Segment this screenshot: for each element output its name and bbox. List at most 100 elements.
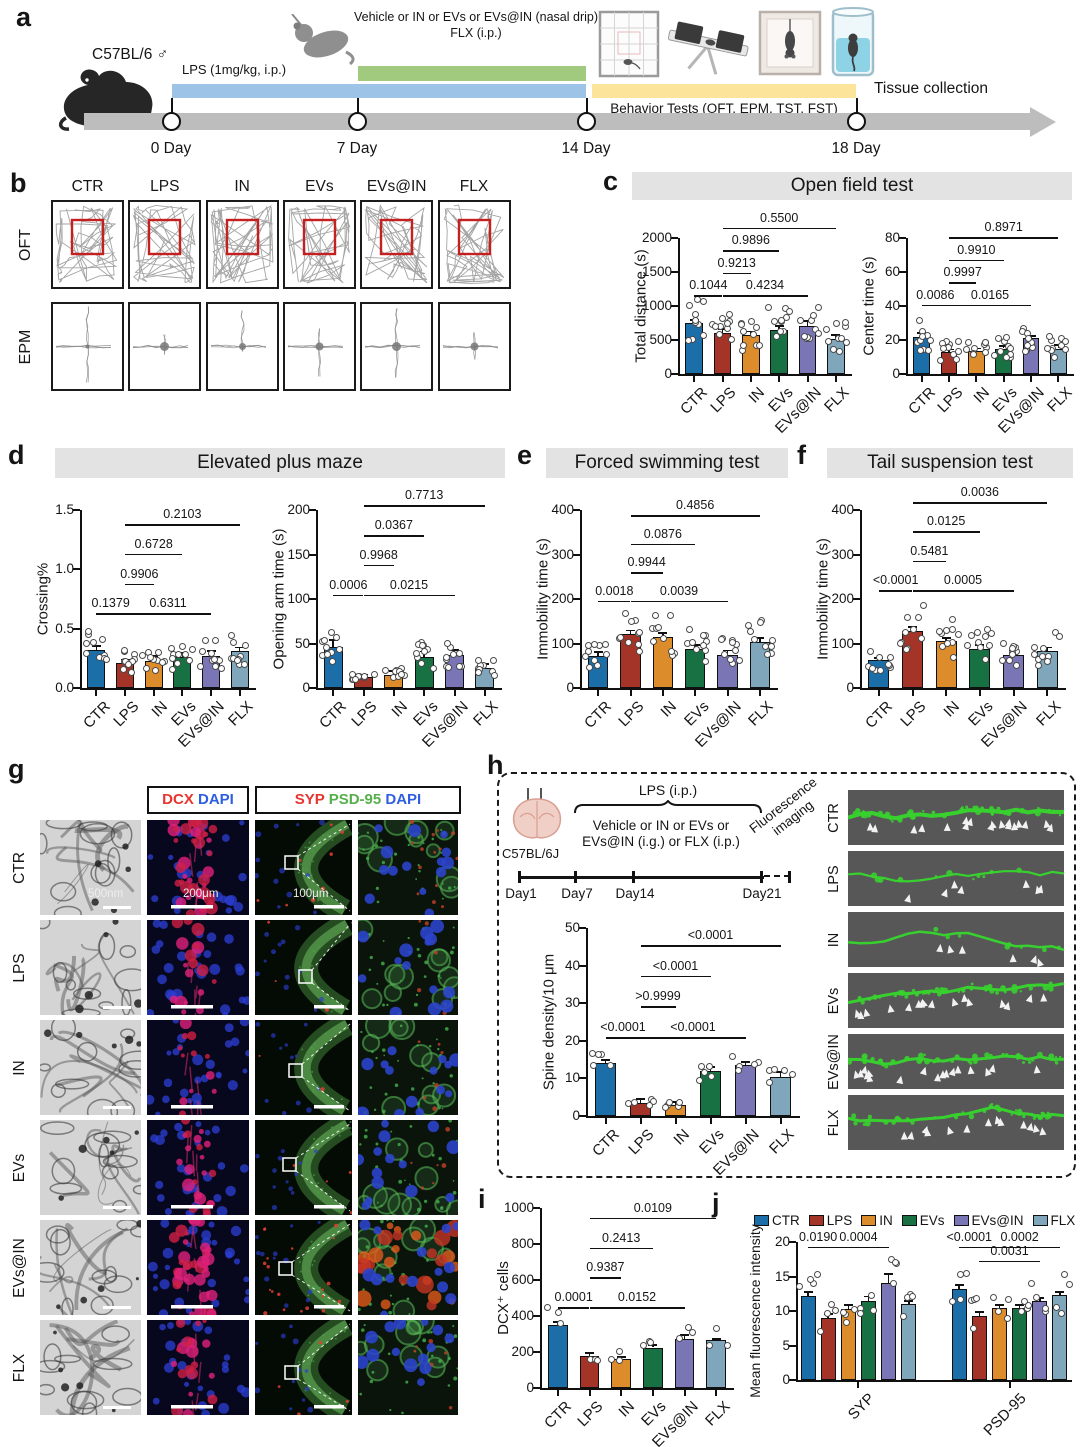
data-point	[777, 327, 785, 335]
data-point	[676, 1098, 684, 1106]
data-point	[218, 664, 226, 672]
microscopy-svg	[255, 1020, 352, 1115]
bar	[1032, 1300, 1048, 1380]
y-tick	[533, 1351, 540, 1353]
y-tick	[309, 509, 316, 511]
y-tick-label: 60	[884, 264, 900, 279]
data-point	[585, 664, 593, 672]
p-value-label: 0.6311	[149, 596, 187, 611]
data-point	[900, 1312, 908, 1320]
y-axis-label: Immobility time (s)	[534, 538, 552, 660]
y-tick	[899, 305, 906, 307]
x-tick	[744, 1118, 747, 1124]
microscopy-svg	[358, 920, 458, 1015]
data-point	[701, 1069, 709, 1077]
data-point	[1000, 640, 1008, 648]
data-point	[1044, 345, 1052, 353]
data-point	[456, 650, 464, 658]
p-value-label: 0.5481	[910, 543, 949, 558]
zoom-image	[358, 1120, 458, 1215]
data-point	[786, 307, 794, 315]
data-point	[474, 656, 482, 664]
x-tick	[911, 690, 914, 696]
data-point	[721, 651, 729, 659]
data-point	[646, 1101, 654, 1109]
data-point	[757, 619, 765, 627]
data-point	[1006, 657, 1014, 665]
y-tick	[573, 642, 580, 645]
dendrite-image	[848, 1095, 1064, 1150]
p-value-label: 0.4856	[676, 498, 715, 513]
data-point	[965, 338, 973, 346]
y-tick	[73, 568, 80, 571]
data-point	[711, 322, 719, 330]
significance-bracket	[333, 594, 364, 597]
y-tick	[73, 627, 80, 630]
p-value-label: 0.1044	[689, 278, 728, 293]
x-tick	[453, 690, 456, 696]
data-point	[701, 657, 709, 665]
data-point	[995, 1308, 1003, 1316]
h-tick	[518, 871, 521, 883]
data-point	[1051, 353, 1059, 361]
epm-track-plot	[128, 302, 202, 391]
data-point	[1002, 354, 1010, 362]
data-point	[197, 662, 205, 670]
data-point	[1031, 650, 1039, 658]
data-point	[832, 1306, 840, 1314]
p-value-label: <0.0001	[946, 1229, 993, 1244]
data-point	[332, 634, 340, 641]
x-tick	[620, 1390, 623, 1396]
data-point	[1023, 341, 1031, 349]
data-point	[857, 1310, 865, 1318]
bar	[734, 1065, 757, 1116]
data-point	[417, 660, 425, 668]
p-value-label: 0.0152	[617, 1290, 657, 1304]
x-tick	[651, 1390, 654, 1396]
data-point	[649, 637, 657, 645]
error-bar	[1002, 346, 1005, 349]
data-point	[919, 601, 927, 609]
y-tick	[573, 687, 580, 689]
epm-track-plot	[437, 302, 511, 391]
day-label-14: 14 Day	[561, 140, 611, 157]
dcx-dapi-image	[147, 1220, 249, 1315]
syp-psd95-image	[255, 1320, 352, 1415]
p-value-label: >0.9999	[635, 989, 681, 1004]
y-tick-label: 200	[831, 591, 854, 606]
h-treatment-line1: Vehicle or IN or EVs or	[592, 818, 730, 833]
error-cap	[904, 1300, 914, 1303]
error-cap	[831, 334, 841, 337]
x-category-label: LPS	[897, 698, 930, 731]
x-category-label: FLX	[1032, 698, 1065, 730]
y-tick-label: 1500	[641, 264, 672, 279]
x-tick	[483, 690, 486, 696]
y-tick-label: 0.5	[55, 620, 74, 636]
bar	[699, 1070, 722, 1116]
dendrite-row-label: LPS	[826, 864, 842, 893]
error-bar	[887, 1274, 890, 1284]
y-tick	[899, 271, 906, 273]
x-category-label: FLX	[821, 384, 853, 416]
y-tick-label: 200	[287, 502, 310, 517]
x-tick	[362, 690, 365, 696]
chart-open-arm-time: 0 50 100 150 200 Opening arm time (s) CTR LPS IN…	[266, 488, 508, 751]
mouse-icon	[59, 69, 153, 131]
h-day7: Day7	[561, 886, 593, 901]
epm-track-svg	[442, 332, 498, 360]
timeline-arrowhead	[1030, 106, 1056, 137]
microscopy-svg	[358, 1120, 458, 1215]
p-value-label: <0.0001	[652, 958, 699, 973]
y-tick	[671, 237, 678, 239]
epm-track-svg	[287, 328, 343, 377]
error-cap	[585, 1352, 594, 1355]
x-tick	[604, 1118, 607, 1124]
error-cap	[999, 345, 1009, 348]
error-cap	[1055, 1291, 1065, 1294]
p-value-label: 0.4234	[745, 278, 785, 293]
data-point	[146, 654, 154, 662]
data-point	[963, 1270, 971, 1278]
legend-item: LPS	[808, 1213, 852, 1228]
em-image	[40, 1220, 141, 1315]
p-value-label: 0.9213	[717, 255, 756, 270]
